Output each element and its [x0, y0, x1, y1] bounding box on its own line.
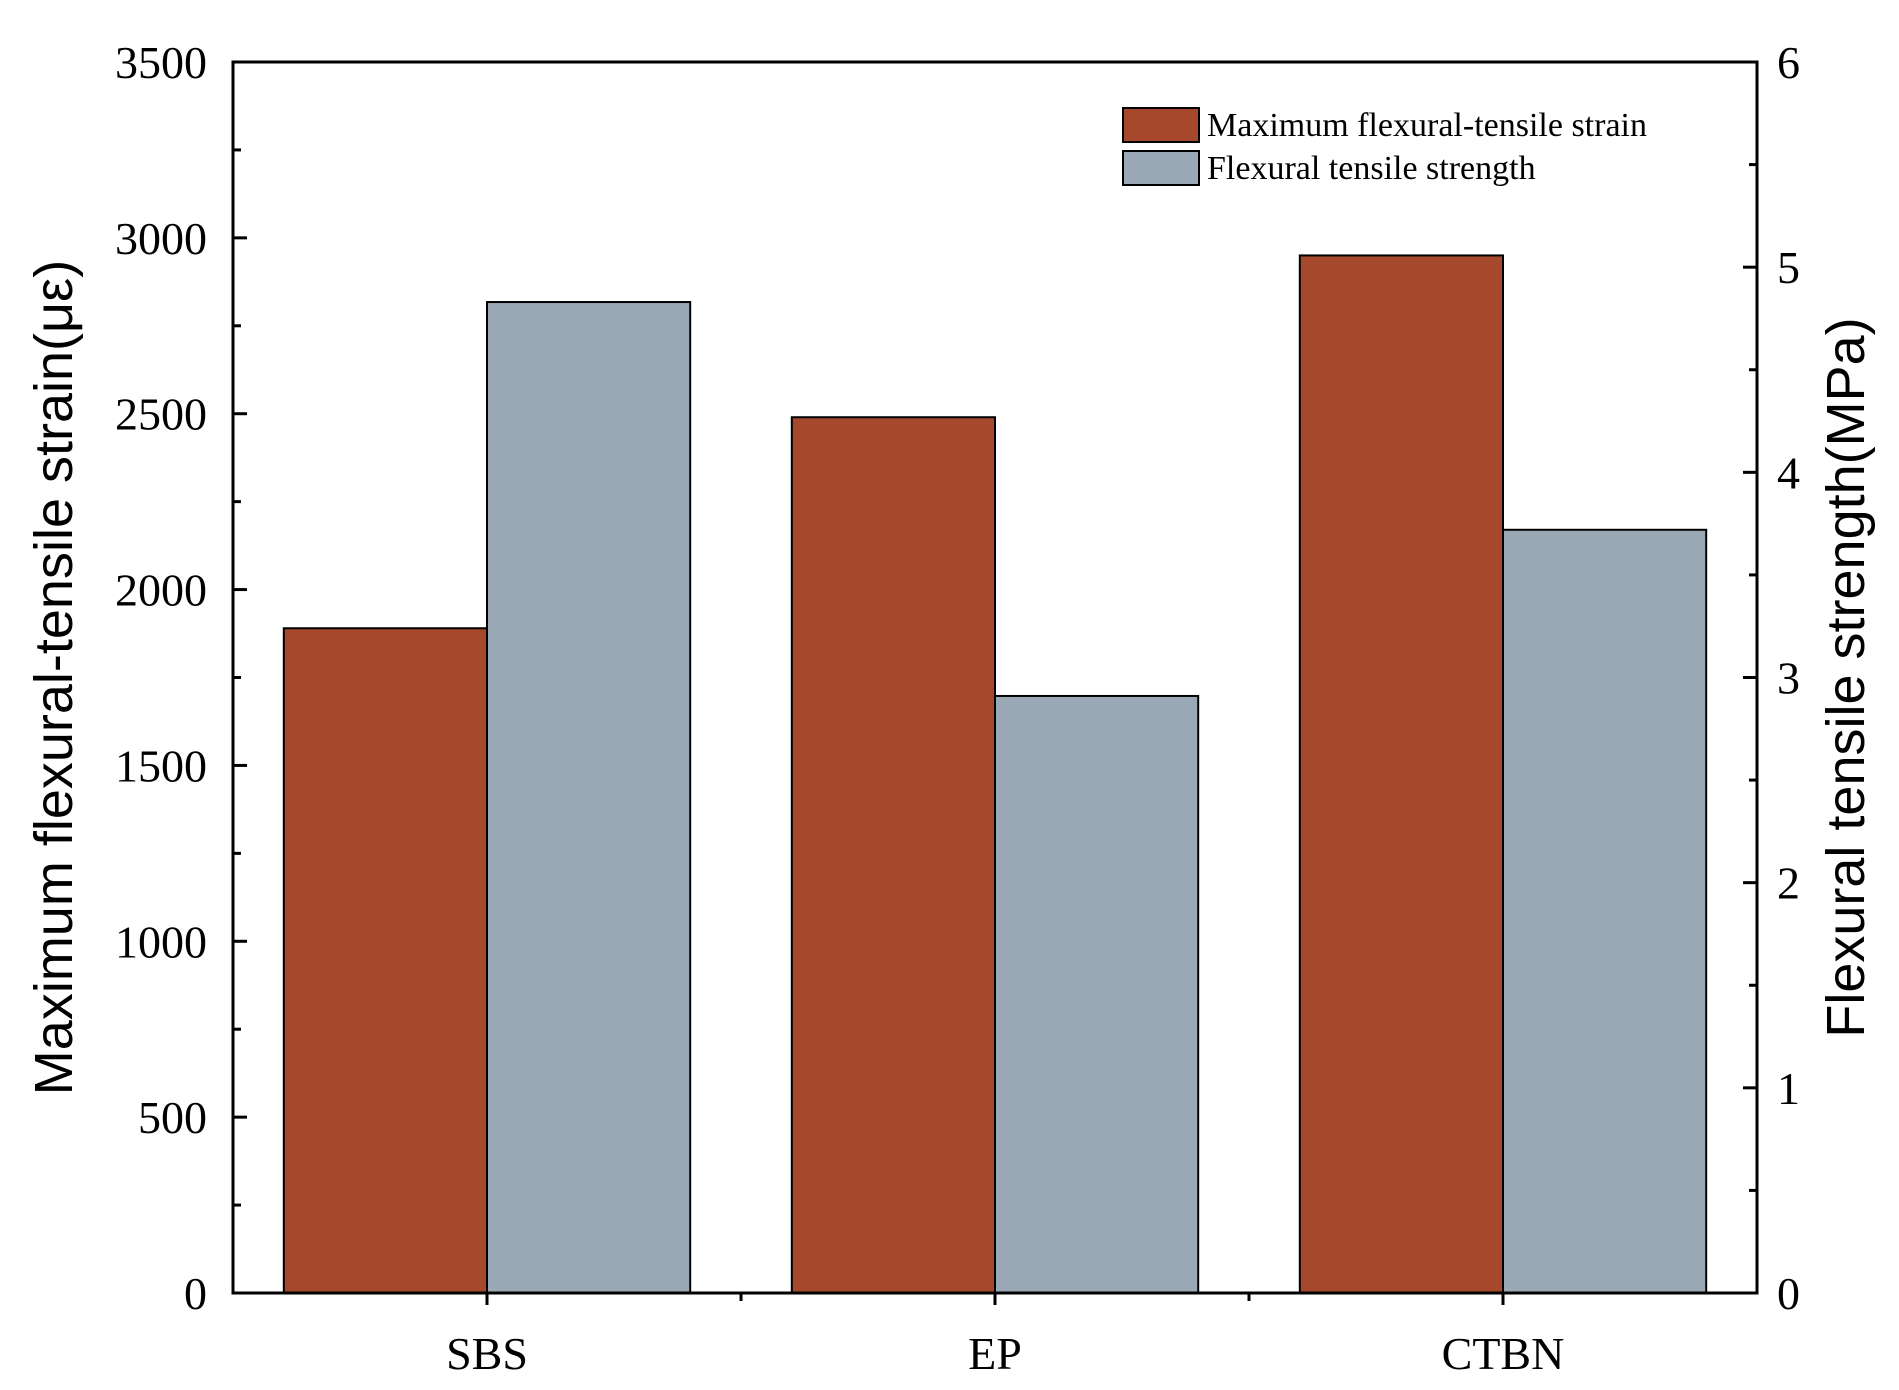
bar-strain-ctbn — [1298, 254, 1505, 1294]
legend-swatch-strength — [1122, 150, 1200, 186]
legend-label-strain: Maximum flexural-tensile strain — [1207, 107, 1647, 144]
y-right-tick-label: 6 — [1777, 37, 1800, 88]
y-left-tick-label: 1500 — [115, 740, 207, 791]
y-right-tick-label: 5 — [1777, 242, 1800, 293]
y-left-tick-label: 3500 — [115, 37, 207, 88]
x-tick-label-ep: EP — [968, 1328, 1022, 1379]
legend-label-strength: Flexural tensile strength — [1207, 150, 1536, 187]
bar-strain-sbs — [282, 627, 488, 1294]
bar-strength-ep — [994, 694, 1200, 1294]
y-left-tick-label: 0 — [184, 1268, 207, 1319]
ticks-layer — [233, 60, 1757, 1305]
y-left-tick-label: 2500 — [115, 389, 207, 440]
bar-strain-ep — [790, 416, 996, 1294]
bar-strength-sbs — [486, 301, 692, 1295]
y-right-tick-label: 0 — [1777, 1268, 1800, 1319]
bar-strength-ctbn — [1502, 528, 1708, 1294]
x-tick-label-ctbn: CTBN — [1442, 1328, 1565, 1379]
y-left-tick-label: 3000 — [115, 213, 207, 264]
y-left-tick-label: 1000 — [115, 916, 207, 967]
y-right-tick-label: 2 — [1777, 858, 1800, 909]
labels-layer: 0 500 1000 1500 2000 2500 3000 3500 0 1 2 3 4 5 6 SBS EP… — [115, 37, 1800, 1379]
legend-swatch-strain — [1122, 107, 1200, 143]
legend: Maximum flexural-tensile strain Flexural… — [1122, 107, 1647, 187]
y-right-tick-label: 1 — [1777, 1063, 1800, 1114]
y-axis-right-title: Flexural tensile strength(MPa) — [1816, 317, 1876, 1037]
y-axis-left-title: Maximum flexural-tensile strain(με) — [24, 260, 84, 1095]
y-right-tick-label: 4 — [1777, 447, 1800, 498]
y-left-tick-label: 2000 — [115, 565, 207, 616]
y-right-tick-label: 3 — [1777, 653, 1800, 704]
y-left-tick-label: 500 — [138, 1092, 207, 1143]
x-tick-label-sbs: SBS — [446, 1328, 528, 1379]
bars-layer — [282, 254, 1708, 1295]
